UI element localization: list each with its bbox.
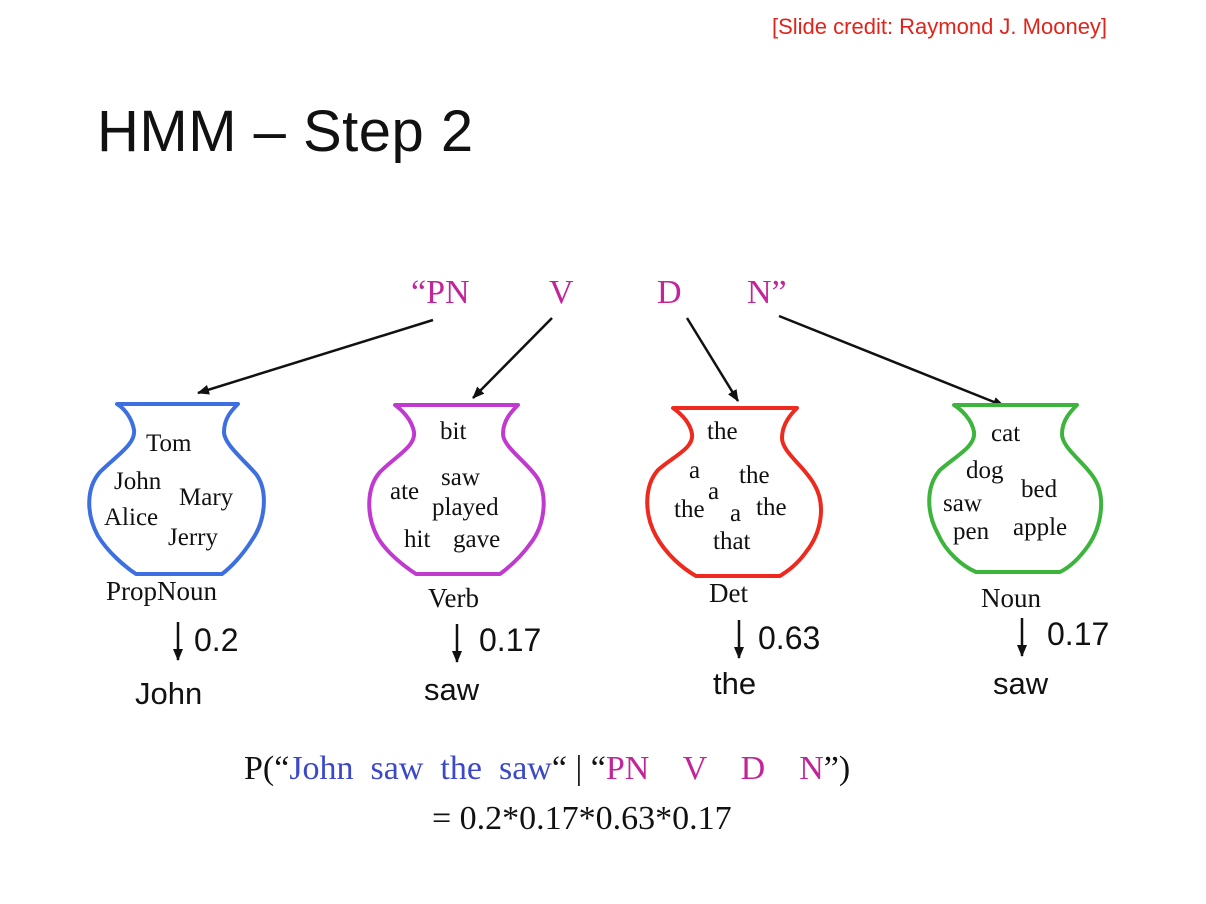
arrow-v-to-verb [472,317,553,399]
jar-word: saw [441,464,480,491]
arrow-n-to-noun [778,314,1005,408]
jar-word: John [114,468,162,495]
slide-credit: [Slide credit: Raymond J. Mooney] [772,14,1108,39]
jar-word: a [708,478,720,505]
slide-title: HMM – Step 2 [97,99,474,164]
emission-prob-det: 0.63 [758,620,821,656]
jar-word: the [674,496,705,523]
jar-word: Alice [104,504,159,531]
tag-n: N” [747,274,787,311]
emitted-word-verb: saw [424,672,480,707]
emitted-word-propnoun: John [135,676,203,711]
jar-word: a [689,457,701,484]
jar-word: that [713,528,751,555]
jar-word: cat [991,420,1021,447]
formula-middle: “ | “ [551,750,606,787]
formula-prefix: P(“ [244,750,290,787]
tag-pn: “PN [411,274,470,311]
jar-word: Mary [179,484,234,511]
jar-word: Jerry [168,524,218,551]
arrow-pn-to-propnoun [197,318,434,395]
jar-label-det: Det [709,578,748,608]
formula-sentence: John saw the saw [289,750,552,787]
jar-det-outline [645,406,823,578]
jar-word: ate [390,478,420,505]
jar-word: dog [966,457,1004,484]
jar-verb-outline [367,403,546,576]
jar-noun-outline [927,403,1104,574]
jar-propnoun-outline [87,402,266,576]
jar-word: Tom [146,430,192,457]
emitted-word-noun: saw [993,666,1049,701]
tag-v: V [549,274,574,311]
emission-prob-verb: 0.17 [479,622,542,658]
arrow-d-to-det [685,317,740,402]
emission-prob-propnoun: 0.2 [194,622,239,658]
formula-suffix: ”) [823,750,851,787]
probability-formula: P(“John saw the saw“ | “PN V D N”) [244,750,850,788]
jar-word: pen [953,518,990,545]
formula-tags: PN V D N [605,750,824,787]
emission-prob-noun: 0.17 [1047,616,1110,652]
jar-word: the [756,494,787,521]
jar-word: bed [1021,476,1058,503]
jar-label-noun: Noun [981,583,1041,613]
emitted-word-det: the [713,666,757,701]
formula-product: = 0.2*0.17*0.63*0.17 [432,800,732,837]
jar-word: the [707,418,738,445]
jar-word: hit [404,526,431,553]
jar-label-propnoun: PropNoun [106,576,218,606]
jar-word: played [432,494,499,521]
jar-word: the [739,462,770,489]
jar-word: bit [440,418,467,445]
jar-word: apple [1013,514,1068,541]
jar-word: a [730,500,742,527]
jar-label-verb: Verb [428,583,479,613]
tag-d: D [657,274,682,311]
jar-word: saw [943,490,982,517]
jar-word: gave [453,526,501,553]
